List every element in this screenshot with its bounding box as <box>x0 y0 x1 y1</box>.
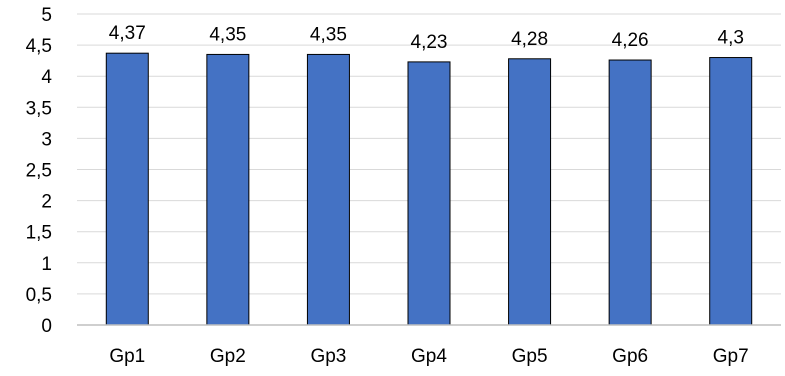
x-category-label: Gp1 <box>109 346 145 367</box>
bar <box>709 57 753 326</box>
y-tick-label: 1,5 <box>26 223 52 244</box>
data-label: 4,23 <box>411 32 448 53</box>
y-tick-label: 0,5 <box>26 285 52 306</box>
y-tick-label: 0 <box>41 316 52 337</box>
x-category-label: Gp7 <box>713 346 749 367</box>
y-axis-tick-labels: 0 0,5 1 1,5 2 2,5 3 3,5 4 4,5 5 <box>26 5 53 337</box>
x-category-label: Gp2 <box>210 346 246 367</box>
data-label: 4,35 <box>209 24 246 45</box>
data-label: 4,3 <box>718 28 744 49</box>
data-label: 4,28 <box>511 29 548 50</box>
y-tick-label: 4 <box>41 67 52 88</box>
bars <box>105 52 753 326</box>
y-tick-label: 2 <box>41 192 52 213</box>
y-tick-label: 2,5 <box>26 161 52 182</box>
data-labels: 4,37 4,35 4,35 4,23 4,28 4,26 4,3 <box>109 23 744 53</box>
data-label: 4,26 <box>612 30 649 51</box>
x-category-label: Gp3 <box>310 346 346 367</box>
bar <box>407 61 451 326</box>
y-tick-label: 3,5 <box>26 98 52 119</box>
y-tick-label: 4,5 <box>26 36 52 57</box>
bar <box>508 58 552 326</box>
y-tick-label: 1 <box>41 254 52 275</box>
bar <box>306 53 350 326</box>
x-axis-category-labels: Gp1 Gp2 Gp3 Gp4 Gp5 Gp6 Gp7 <box>109 346 748 367</box>
x-category-label: Gp5 <box>512 346 548 367</box>
bar <box>105 52 149 326</box>
data-label: 4,37 <box>109 23 146 44</box>
x-category-label: Gp4 <box>411 346 447 367</box>
y-tick-label: 3 <box>41 129 52 150</box>
data-label: 4,35 <box>310 24 347 45</box>
bar <box>608 59 652 326</box>
y-tick-label: 5 <box>41 5 52 26</box>
x-category-label: Gp6 <box>612 346 648 367</box>
bar <box>206 53 250 326</box>
